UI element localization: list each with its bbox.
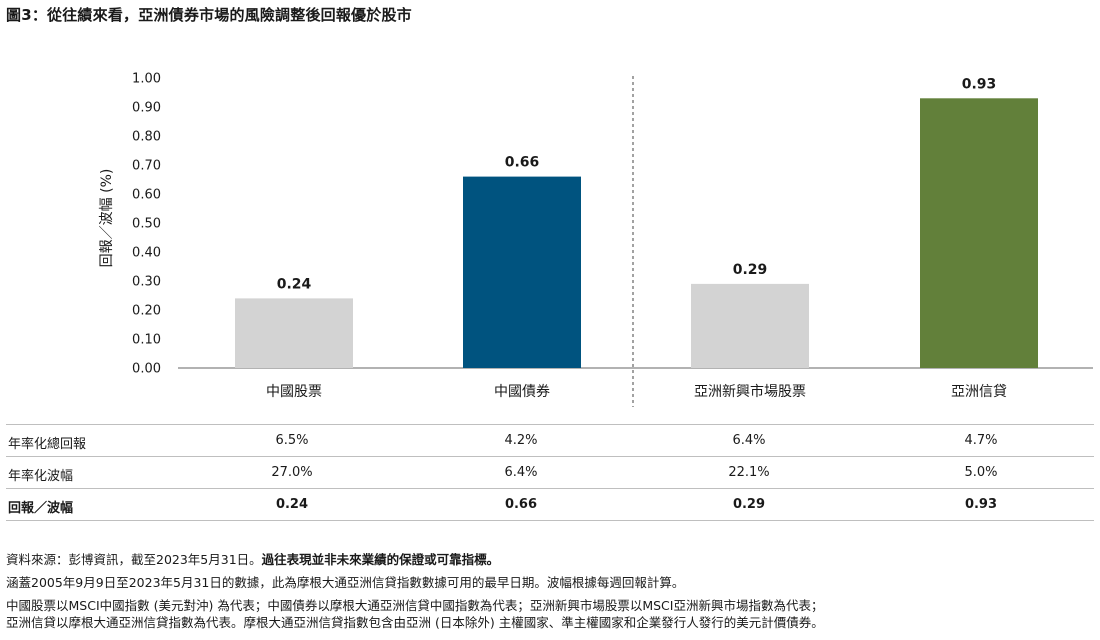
bar xyxy=(691,283,809,368)
bar-value-label: 0.93 xyxy=(962,76,997,92)
bars-group xyxy=(235,98,1038,369)
table-row: 年率化總回報 6.5% 4.2% 6.4% 4.7% xyxy=(6,424,1094,456)
y-axis-ticks: 0.00 0.10 0.20 0.30 0.40 0.50 0.60 0.70 0.80 0.90… xyxy=(132,72,161,377)
x-category-label: 中國股票 xyxy=(266,384,322,400)
row-label: 年率化波幅 xyxy=(8,469,74,484)
x-axis-labels-group: 中國股票 中國債券 亞洲新興市場股票 亞洲信貸 xyxy=(266,383,1007,400)
table-cell: 5.0% xyxy=(964,465,998,480)
y-tick-label: 0.70 xyxy=(132,159,161,174)
y-tick-label: 0.40 xyxy=(132,246,161,261)
bar xyxy=(920,98,1038,369)
table-cell: 6.5% xyxy=(275,433,309,448)
x-category-label: 中國債券 xyxy=(494,384,550,400)
row-label: 年率化總回報 xyxy=(8,437,87,452)
x-category-label: 亞洲信貸 xyxy=(951,384,1007,400)
y-tick-label: 0.50 xyxy=(132,217,161,232)
table-cell: 6.4% xyxy=(732,433,766,448)
y-tick-label: 1.00 xyxy=(132,72,161,87)
table-cell: 6.4% xyxy=(504,465,538,480)
index-note-2: 亞洲信貸以摩根大通亞洲信貸指數為代表。摩根大通亞洲信貸指數包含由亞洲 (日本除外… xyxy=(6,615,824,630)
bar xyxy=(463,176,581,368)
table-cell: 4.2% xyxy=(504,433,538,448)
table-cell: 0.29 xyxy=(732,497,766,512)
disclaimer-text: 過往表現並非未來業績的保證或可靠指標。 xyxy=(261,552,500,567)
table-cell: 0.24 xyxy=(275,497,309,512)
y-tick-label: 0.00 xyxy=(132,362,161,377)
table-cell: 0.93 xyxy=(964,497,998,512)
y-tick-label: 0.80 xyxy=(132,130,161,145)
table-cell: 4.7% xyxy=(964,433,998,448)
table-cell: 0.66 xyxy=(504,497,538,512)
source-text: 資料來源：彭博資訊，截至2023年5月31日。 xyxy=(6,552,262,567)
table-cell: 27.0% xyxy=(271,465,313,480)
value-labels-group: 0.24 0.66 0.29 0.93 xyxy=(277,76,997,292)
footnotes: 資料來源：彭博資訊，截至2023年5月31日。過往表現並非未來業績的保證或可靠指… xyxy=(6,548,1096,631)
coverage-note: 涵蓋2005年9月9日至2023年5月31日的數據，此為摩根大通亞洲信貸指數數據… xyxy=(6,575,685,590)
index-note-1: 中國股票以MSCI中國指數 (美元對沖) 為代表；中國債券以摩根大通亞洲信貸中國… xyxy=(6,598,824,613)
y-axis-label: 回報／波幅 (%) xyxy=(99,169,115,268)
table-row: 回報／波幅 0.24 0.66 0.29 0.93 xyxy=(6,488,1094,521)
bar-chart: 0.00 0.10 0.20 0.30 0.40 0.50 0.60 0.70 0.80 0.90… xyxy=(99,72,1093,407)
bar-value-label: 0.24 xyxy=(277,276,312,292)
bar-value-label: 0.66 xyxy=(505,155,540,171)
stats-table: 年率化總回報 6.5% 4.2% 6.4% 4.7% 年率化波幅 27.0% 6… xyxy=(6,424,1094,521)
x-category-label: 亞洲新興市場股票 xyxy=(694,383,806,400)
bar xyxy=(235,298,353,368)
y-tick-label: 0.60 xyxy=(132,188,161,203)
source-note: 資料來源：彭博資訊，截至2023年5月31日。過往表現並非未來業績的保證或可靠指… xyxy=(6,548,1096,571)
y-tick-label: 0.30 xyxy=(132,275,161,290)
y-tick-label: 0.90 xyxy=(132,101,161,116)
y-tick-label: 0.20 xyxy=(132,304,161,319)
chart-title: 圖3：從往績來看，亞洲債券市場的風險調整後回報優於股市 xyxy=(6,6,412,24)
row-label: 回報／波幅 xyxy=(8,501,74,516)
y-tick-label: 0.10 xyxy=(132,333,161,348)
bar-value-label: 0.29 xyxy=(733,262,768,278)
table-row: 年率化波幅 27.0% 6.4% 22.1% 5.0% xyxy=(6,456,1094,488)
table-cell: 22.1% xyxy=(728,465,770,480)
